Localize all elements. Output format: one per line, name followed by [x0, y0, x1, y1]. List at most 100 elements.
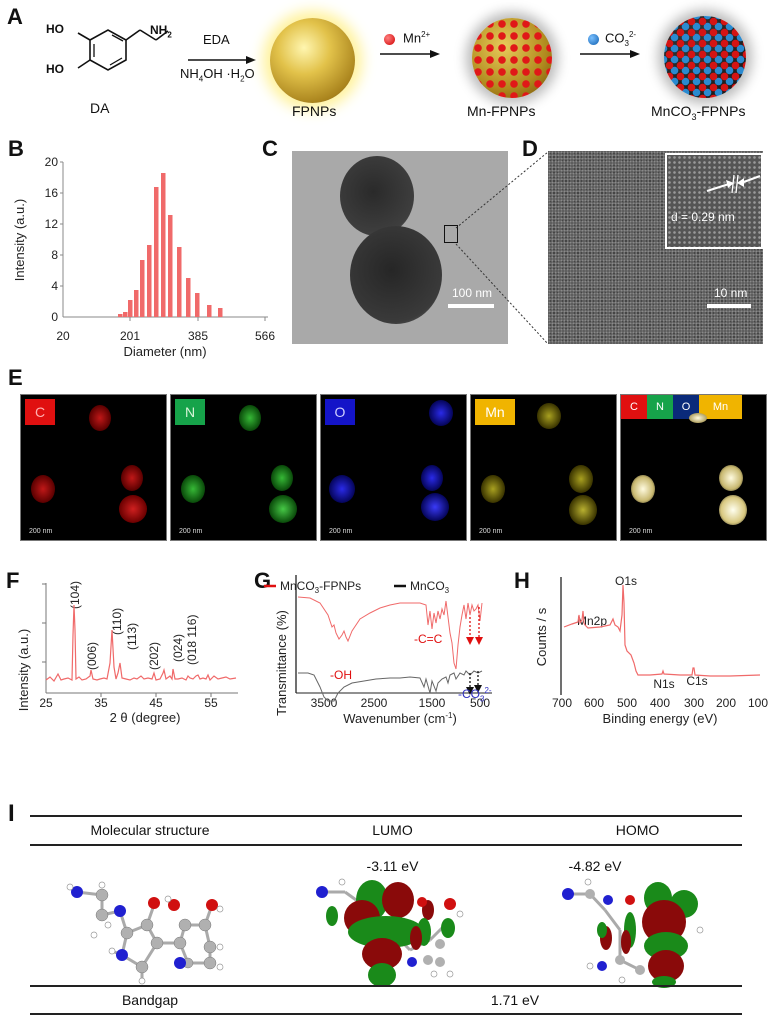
legend-mnco3-fpnps: MnCO3-FPNPs [280, 579, 361, 595]
bandgap-value: 1.71 eV [490, 992, 540, 1008]
svg-text:100: 100 [748, 696, 768, 710]
scale-bar-label: 200 nm [479, 528, 503, 535]
mn-ion-icon [384, 34, 395, 45]
eds-map-manganese: Mn 200 nm [470, 394, 617, 541]
bandgap-label: Bandgap [121, 992, 179, 1008]
svg-text:(018 116): (018 116) [185, 615, 199, 665]
table-header-rule [30, 844, 742, 846]
svg-text:25: 25 [39, 696, 53, 710]
table-bottom-rule [30, 1013, 742, 1015]
carbonate-ion-icon [588, 34, 599, 45]
svg-text:566: 566 [255, 329, 275, 343]
merged-element-tags: C N O Mn [621, 395, 742, 419]
table-top-rule [30, 815, 742, 817]
zoom-connector-lines [455, 151, 549, 345]
reactant-name: DA [90, 100, 110, 116]
svg-text:20: 20 [56, 329, 70, 343]
svg-text:8: 8 [51, 248, 58, 262]
ftir-spectra: MnCO3-FPNPs MnCO3 Transmittance (%) 3500… [264, 575, 492, 726]
panel-label-e: E [8, 365, 23, 390]
svg-text:(110): (110) [110, 608, 124, 635]
molecular-structure-model [66, 881, 224, 985]
svg-text:500: 500 [470, 696, 490, 710]
panel-label-b: B [8, 136, 24, 161]
homo-energy: -4.82 eV [568, 858, 622, 874]
panel-label-h: H [514, 568, 530, 593]
svg-text:300: 300 [684, 696, 704, 710]
mn-fpnps-sphere [472, 18, 552, 98]
svg-text:16: 16 [45, 186, 59, 200]
svg-text:(104): (104) [68, 581, 82, 609]
panel-label-d: D [522, 136, 538, 161]
legend-mnco3: MnCO3 [410, 579, 450, 595]
dls-histogram: 20 16 12 8 4 0 20 201 385 566 Diameter (… [12, 155, 275, 359]
product1-name: FPNPs [292, 103, 337, 119]
element-tag-c: C [621, 395, 647, 419]
svg-text:200: 200 [716, 696, 736, 710]
arrow-icon [580, 50, 640, 58]
eds-map-carbon: C 200 nm [20, 394, 167, 541]
step1-condition: NH4OH ·H2O [180, 66, 255, 84]
lumo-energy: -3.11 eV [366, 858, 419, 874]
eds-map-nitrogen: N 200 nm [170, 394, 317, 541]
inset-image: d = 0.29 nm [665, 153, 763, 249]
svg-text:55: 55 [204, 696, 218, 710]
carbonate-label: -CO32- [458, 686, 492, 704]
svg-text:3500: 3500 [311, 696, 338, 710]
svg-text:Intensity (a.u.): Intensity (a.u.) [12, 199, 27, 281]
xrd-pattern: Intensity (a.u.) 25 35 45 55 2 θ (degree… [16, 581, 238, 725]
panel-label-c: C [262, 136, 278, 161]
svg-text:Wavenumber (cm-1): Wavenumber (cm-1) [343, 711, 457, 726]
element-tag-mn: Mn [699, 395, 742, 419]
svg-text:C1s: C1s [686, 674, 707, 688]
svg-text:12: 12 [45, 217, 59, 231]
element-tag: O [325, 399, 355, 425]
product2-name: Mn-FPNPs [467, 103, 536, 119]
scale-bar-label: 200 nm [629, 528, 653, 535]
header-molecular-structure: Molecular structure [90, 822, 210, 838]
step3-reagent: CO32- [605, 30, 637, 48]
xps-survey: Counts / s O1s Mn2p N1s C1s 700 600 500 … [534, 574, 768, 726]
header-homo: HOMO [615, 822, 660, 838]
dopamine-structure [77, 29, 169, 71]
product3-name: MnCO3-FPNPs [651, 103, 746, 122]
svg-text:45: 45 [149, 696, 163, 710]
lumo-orbital-model [316, 878, 464, 987]
svg-text:(113): (113) [125, 623, 139, 650]
tem-image: 100 nm [292, 151, 508, 344]
svg-text:Transmittance (%): Transmittance (%) [274, 610, 289, 716]
svg-text:Binding energy (eV): Binding energy (eV) [603, 711, 718, 726]
panel-label-a: A [7, 4, 23, 29]
svg-text:0: 0 [51, 310, 58, 324]
svg-text:4: 4 [51, 279, 58, 293]
panel-label-f: F [6, 568, 20, 593]
scale-bar-label: 200 nm [329, 528, 353, 535]
element-tag: C [25, 399, 55, 425]
lattice-spacing-label: d = 0.29 nm [671, 210, 735, 224]
svg-text:1500: 1500 [419, 696, 446, 710]
scale-bar-label: 200 nm [179, 528, 203, 535]
svg-text:Diameter (nm): Diameter (nm) [123, 344, 206, 359]
fpnps-sphere [270, 18, 355, 103]
svg-text:Intensity (a.u.): Intensity (a.u.) [16, 629, 31, 711]
svg-text:2500: 2500 [361, 696, 388, 710]
svg-text:(006): (006) [85, 642, 99, 670]
oh-annotation: -OH [330, 668, 352, 682]
hrtem-image: d = 0.29 nm 10 nm [548, 151, 763, 344]
svg-text:201: 201 [120, 329, 140, 343]
hydroxyl-label-top: HO [46, 22, 64, 36]
homo-orbital-model [562, 878, 704, 988]
svg-text:O1s: O1s [615, 574, 637, 588]
hrtem-scale-bar-label: 10 nm [714, 286, 748, 300]
svg-text:2 θ (degree): 2 θ (degree) [110, 710, 181, 725]
svg-text:500: 500 [617, 696, 637, 710]
svg-text:600: 600 [584, 696, 604, 710]
mnco3-fpnps-sphere [664, 16, 746, 98]
hydroxyl-label-bottom: HO [46, 62, 64, 76]
svg-text:385: 385 [188, 329, 208, 343]
svg-text:35: 35 [94, 696, 108, 710]
step1-reagent: EDA [203, 32, 230, 47]
eds-map-oxygen: O 200 nm [320, 394, 467, 541]
element-tag-n: N [647, 395, 673, 419]
step2-reagent: Mn2+ [403, 30, 431, 46]
